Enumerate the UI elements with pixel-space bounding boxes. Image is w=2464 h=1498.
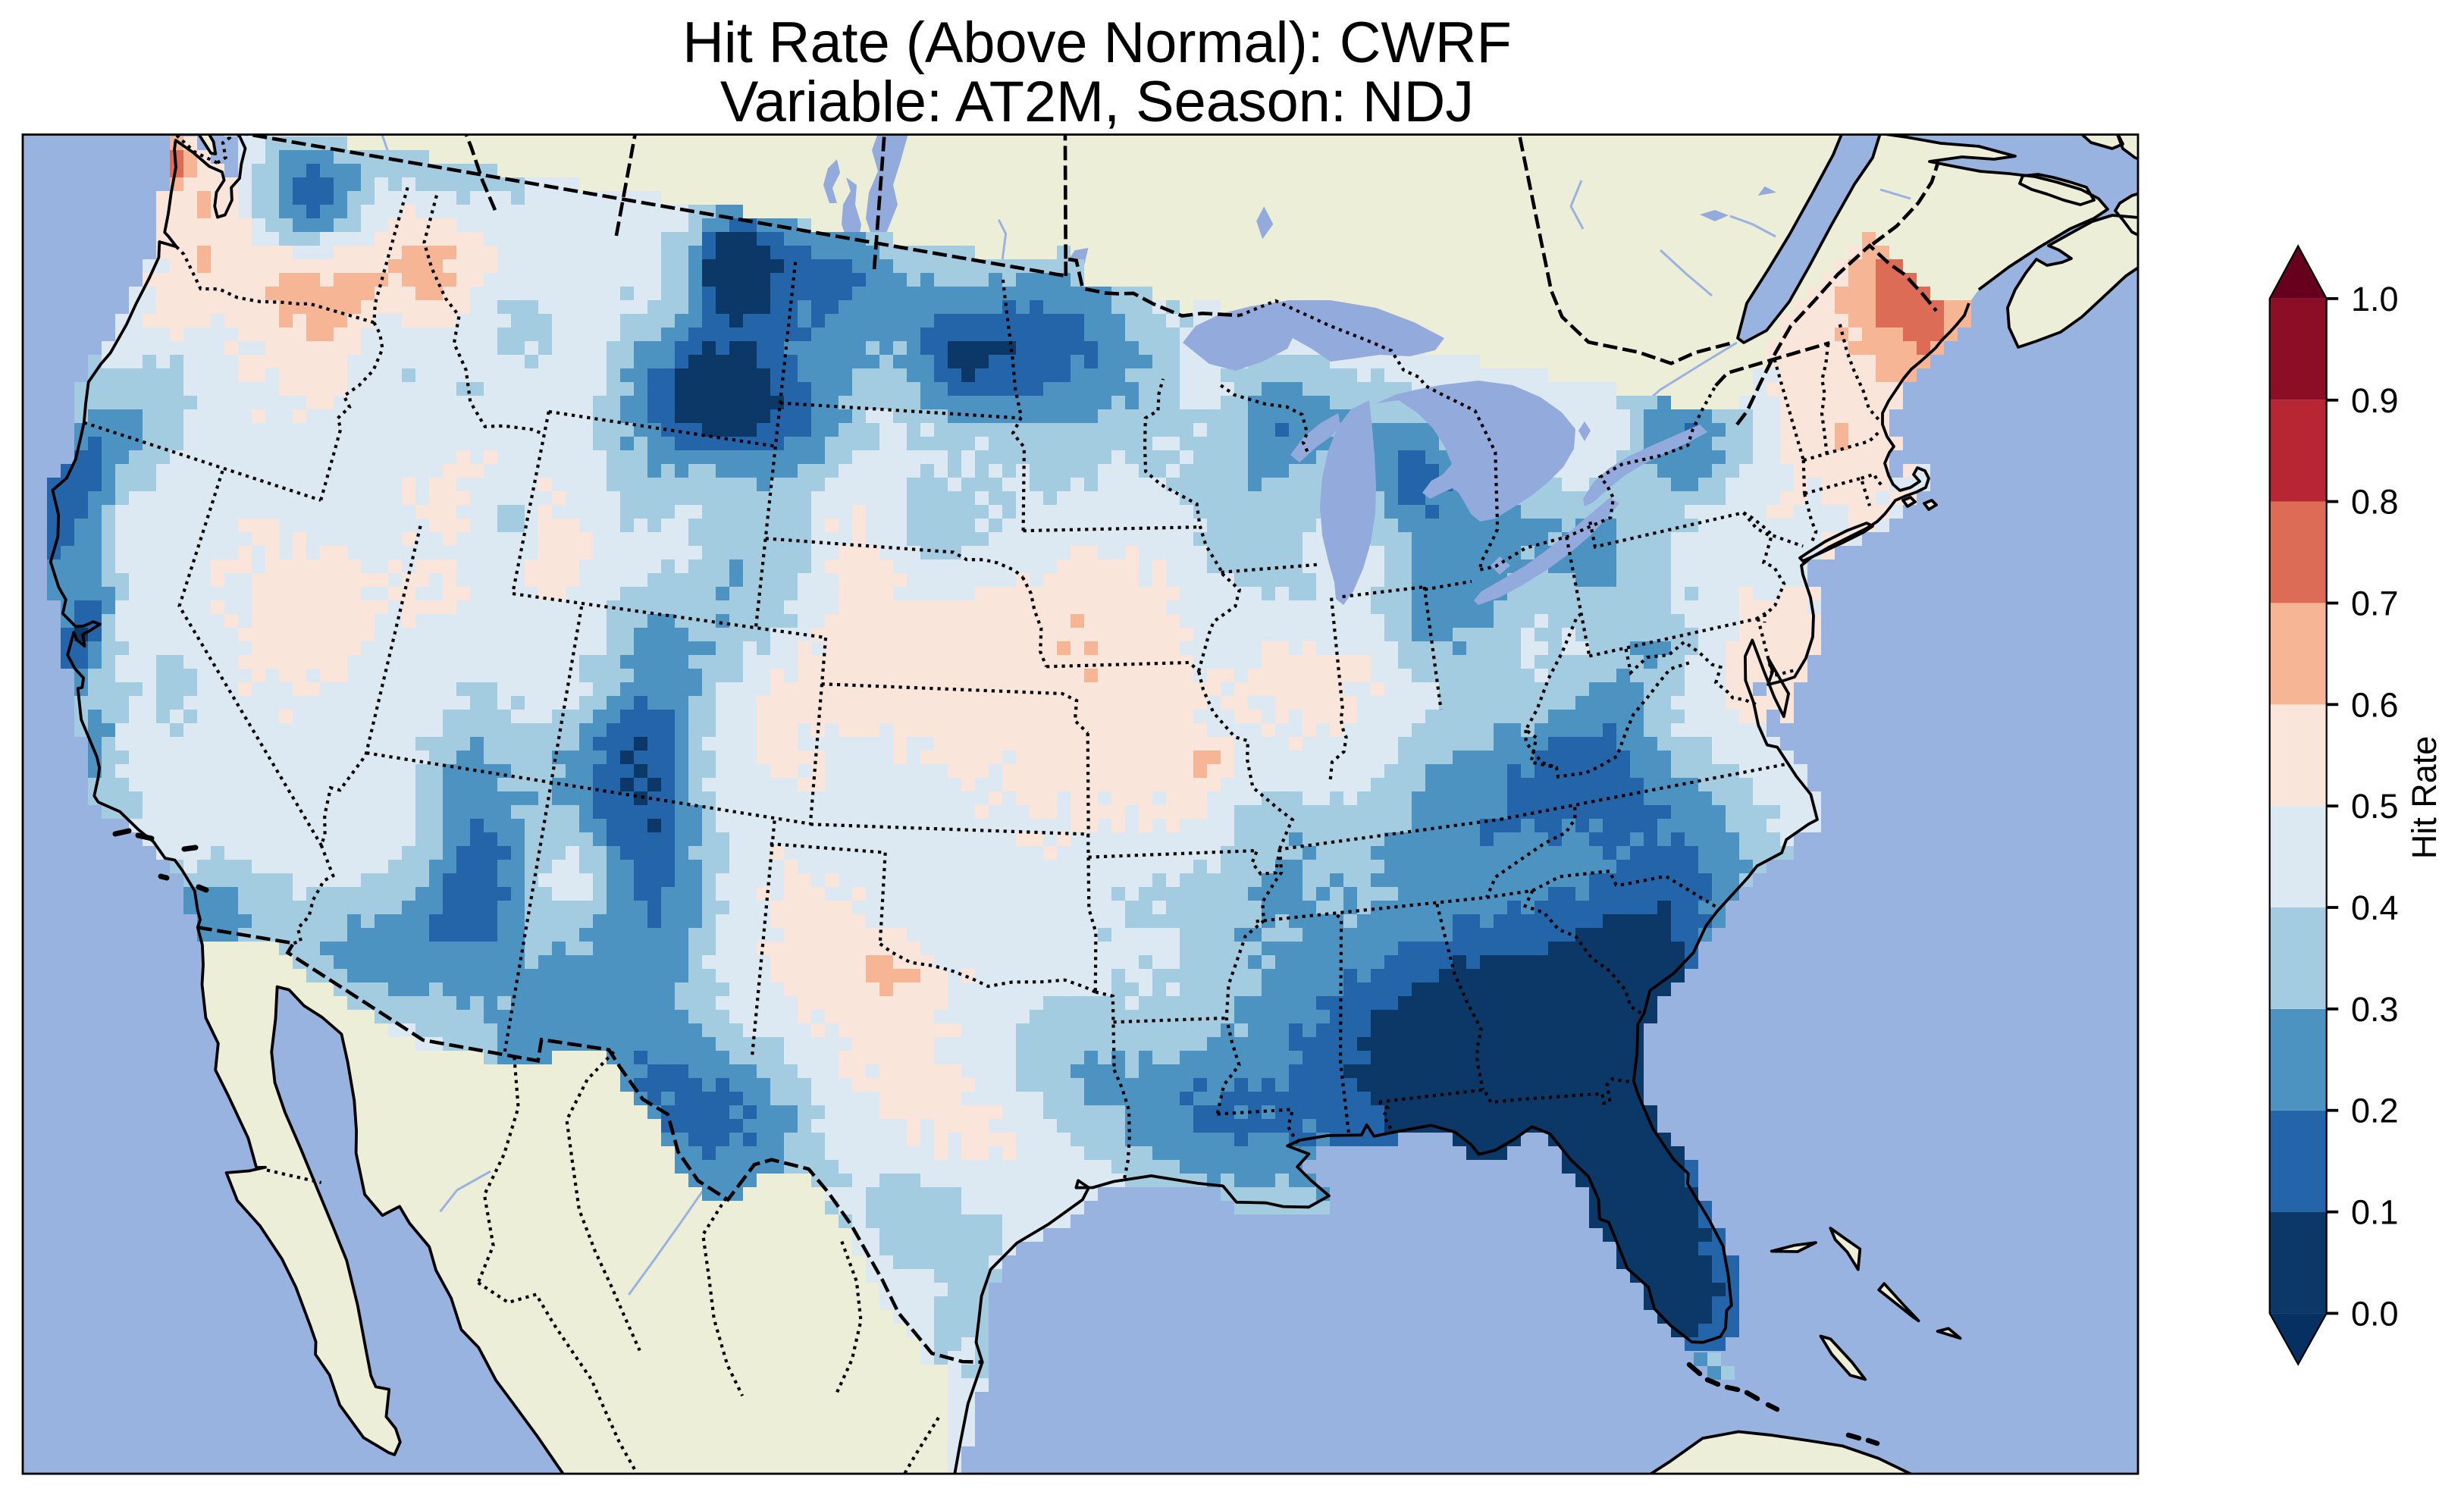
svg-text:1.0: 1.0: [2351, 280, 2399, 318]
svg-text:0.1: 0.1: [2351, 1193, 2399, 1232]
svg-text:Hit Rate: Hit Rate: [2405, 736, 2444, 860]
svg-text:0.6: 0.6: [2351, 685, 2399, 724]
svg-text:Hit Rate (Above Normal): CWRF: Hit Rate (Above Normal): CWRF: [682, 11, 1511, 75]
svg-text:0.5: 0.5: [2351, 787, 2399, 826]
svg-text:Variable: AT2M, Season: NDJ: Variable: AT2M, Season: NDJ: [720, 70, 1474, 134]
svg-text:0.3: 0.3: [2351, 990, 2399, 1029]
svg-text:0.8: 0.8: [2351, 483, 2399, 522]
svg-text:0.2: 0.2: [2351, 1092, 2399, 1130]
svg-text:0.4: 0.4: [2351, 888, 2399, 927]
svg-text:0.0: 0.0: [2351, 1294, 2399, 1333]
svg-text:0.9: 0.9: [2351, 381, 2399, 420]
svg-text:0.7: 0.7: [2351, 584, 2399, 623]
